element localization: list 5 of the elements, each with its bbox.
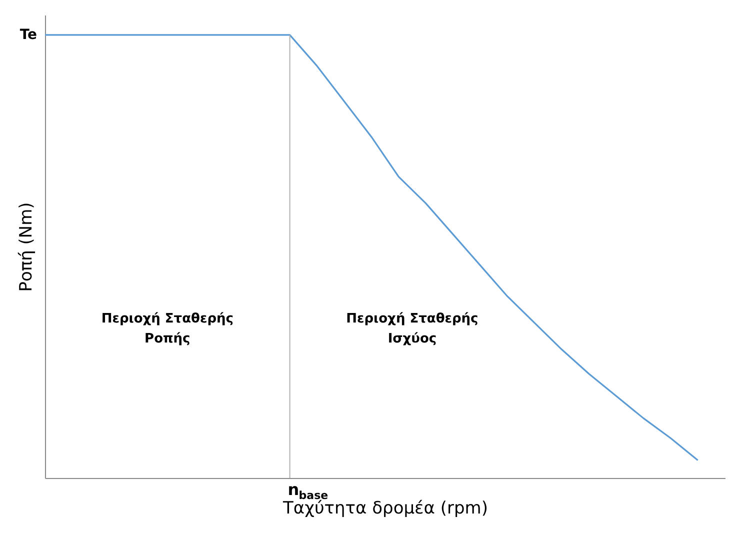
annotation: Περιοχή Σταθερής Ροπής	[101, 312, 234, 346]
annotation: Περιοχή Σταθερής Ισχύος	[346, 312, 478, 346]
text: Te	[20, 26, 37, 43]
y-axis-title: Ροπή (Nm)	[16, 202, 36, 292]
x-axis-title: Ταχύτητα δρομέα (rpm)	[282, 498, 488, 518]
